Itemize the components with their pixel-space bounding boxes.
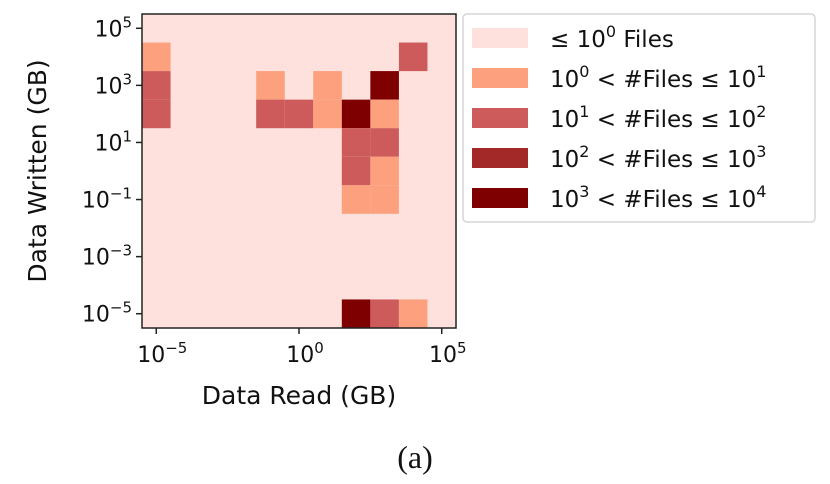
heatmap-cell <box>341 128 371 157</box>
legend-label: 100 < #Files ≤ 101 <box>550 62 766 93</box>
legend-swatch <box>472 68 528 88</box>
y-axis-ticks: 105 103 101 10−1 10−3 10−5 <box>82 13 142 328</box>
heatmap-cell <box>341 185 371 214</box>
legend-label: 101 < #Files ≤ 102 <box>550 102 766 133</box>
heatmap-cell <box>370 71 399 100</box>
legend-box <box>462 13 816 223</box>
figure-caption: (a) <box>397 439 433 475</box>
heatmap-cell <box>398 299 428 328</box>
heatmap-cell <box>256 71 285 100</box>
legend-swatch <box>472 188 528 208</box>
heatmap-cell <box>341 156 371 186</box>
y-tick-label: 10−5 <box>82 299 132 328</box>
legend: ≤ 100 Files 100 < #Files ≤ 101 101 < #File… <box>462 13 816 223</box>
y-tick-label: 103 <box>94 70 132 99</box>
heatmap-cell <box>370 128 399 157</box>
x-axis-ticks: 10−5 100 105 <box>137 328 467 368</box>
x-tick-label: 10−5 <box>137 339 187 368</box>
y-axis-label: Data Written (GB) <box>23 59 52 282</box>
heatmap-cell <box>313 71 342 100</box>
x-tick-label: 100 <box>286 339 324 368</box>
heatmap-cell <box>142 99 171 129</box>
x-axis-label: Data Read (GB) <box>202 381 396 410</box>
heatmap-cell <box>256 99 285 129</box>
heatmap-cell <box>370 99 399 129</box>
heatmap-cell <box>341 99 371 129</box>
legend-label: 103 < #Files ≤ 104 <box>550 182 766 213</box>
heatmap-cell <box>341 299 371 328</box>
legend-label: ≤ 100 Files <box>550 22 674 53</box>
legend-label: 102 < #Files ≤ 103 <box>550 142 766 173</box>
heatmap-cell <box>370 299 399 328</box>
y-tick-label: 105 <box>94 13 132 42</box>
legend-entry: 100 < #Files ≤ 101 <box>472 62 766 93</box>
y-tick-label: 10−1 <box>82 185 132 214</box>
legend-entry: 102 < #Files ≤ 103 <box>472 142 766 173</box>
heatmap-cell <box>313 99 342 129</box>
heatmap-cell <box>142 42 171 72</box>
heatmap-cell <box>370 156 399 186</box>
legend-swatch <box>472 28 528 48</box>
heatmap-cell <box>370 185 399 214</box>
legend-entry: ≤ 100 Files <box>472 22 674 53</box>
y-tick-label: 10−3 <box>82 242 132 271</box>
x-tick-label: 105 <box>429 339 467 368</box>
y-tick-label: 101 <box>94 127 132 156</box>
heatmap-cells <box>142 14 456 328</box>
legend-entry: 101 < #Files ≤ 102 <box>472 102 766 133</box>
heatmap-cell <box>284 99 314 129</box>
legend-swatch <box>472 108 528 128</box>
legend-entry: 103 < #Files ≤ 104 <box>472 182 766 213</box>
heatmap-cell <box>398 42 428 72</box>
legend-swatch <box>472 148 528 168</box>
heatmap-cell <box>142 71 171 100</box>
